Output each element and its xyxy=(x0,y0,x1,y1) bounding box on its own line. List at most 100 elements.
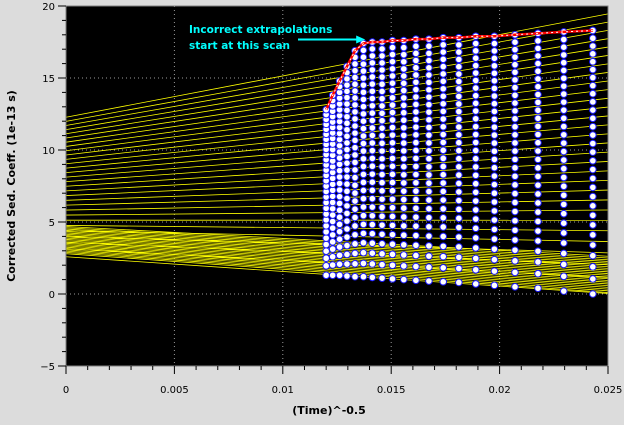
data-point xyxy=(511,122,519,131)
y-tick-label: 20 xyxy=(42,2,55,13)
data-point xyxy=(589,156,597,165)
data-point xyxy=(589,57,597,66)
data-point xyxy=(388,186,397,195)
x-tick-label: 0.01 xyxy=(272,385,294,396)
data-point xyxy=(490,131,499,139)
data-point xyxy=(351,240,359,248)
data-point xyxy=(471,280,480,288)
fit-line xyxy=(65,29,609,126)
data-point xyxy=(490,267,499,275)
data-point xyxy=(471,39,480,48)
x-tick-label: 0.02 xyxy=(488,385,510,396)
data-point xyxy=(359,211,368,220)
data-point xyxy=(490,163,499,172)
data-point xyxy=(455,62,463,71)
data-point xyxy=(455,179,463,188)
data-point xyxy=(388,230,397,239)
data-point xyxy=(559,173,568,182)
data-point xyxy=(388,275,397,283)
data-point xyxy=(425,187,433,196)
data-point xyxy=(343,145,351,154)
data-point xyxy=(399,275,408,284)
data-point xyxy=(343,217,351,225)
data-point xyxy=(511,53,519,61)
data-point xyxy=(359,117,368,125)
data-point xyxy=(368,87,377,96)
data-point xyxy=(388,170,397,179)
data-point xyxy=(511,268,519,277)
data-point xyxy=(471,265,480,274)
data-point xyxy=(399,222,408,230)
data-point xyxy=(455,163,463,171)
data-point xyxy=(322,262,330,270)
data-point xyxy=(388,43,397,52)
data-point xyxy=(455,55,463,64)
data-point xyxy=(359,88,368,97)
y-tick-label: 5 xyxy=(49,218,55,229)
data-point xyxy=(589,42,597,50)
data-point xyxy=(412,108,420,116)
data-point xyxy=(439,41,448,49)
fit-line xyxy=(65,13,609,118)
data-point xyxy=(534,172,542,181)
data-point xyxy=(471,122,480,131)
data-point xyxy=(335,260,344,268)
data-point xyxy=(589,231,597,239)
data-point xyxy=(439,232,448,241)
data-point xyxy=(343,272,351,280)
data-point xyxy=(343,173,351,181)
data-point xyxy=(378,195,386,203)
data-point xyxy=(343,233,351,241)
fit-line xyxy=(65,250,609,290)
data-point xyxy=(559,43,568,51)
data-point xyxy=(388,138,397,147)
data-point xyxy=(511,226,519,235)
data-point xyxy=(455,85,463,93)
data-point xyxy=(343,202,351,210)
x-tick-label: 0.025 xyxy=(594,385,623,396)
data-point xyxy=(378,147,386,155)
data-point xyxy=(511,45,519,54)
data-point xyxy=(399,241,408,249)
data-point xyxy=(412,93,420,101)
data-point xyxy=(328,217,337,226)
data-point xyxy=(368,203,377,211)
data-point xyxy=(412,131,420,139)
data-point xyxy=(412,178,420,187)
data-point xyxy=(439,205,448,213)
data-point xyxy=(399,108,408,117)
data-point xyxy=(471,244,480,252)
data-point xyxy=(412,187,420,195)
data-point xyxy=(559,122,568,131)
data-point xyxy=(388,65,397,73)
data-point xyxy=(368,101,377,110)
fit-line xyxy=(65,248,609,287)
data-point xyxy=(378,187,386,195)
data-point xyxy=(589,263,597,271)
data-point xyxy=(471,91,480,100)
data-point xyxy=(359,178,368,187)
highlight-series-dashes xyxy=(325,29,593,110)
data-point xyxy=(359,220,368,229)
data-point xyxy=(388,240,397,249)
data-point xyxy=(455,214,463,223)
data-point xyxy=(343,119,351,128)
data-point xyxy=(455,48,463,56)
data-point xyxy=(534,90,542,99)
data-point xyxy=(412,213,420,221)
data-point xyxy=(425,78,433,87)
fit-line xyxy=(65,227,609,259)
data-point xyxy=(471,47,480,55)
data-point xyxy=(589,202,597,210)
data-point xyxy=(368,260,377,268)
plot-frame xyxy=(65,5,609,367)
data-point xyxy=(351,173,359,182)
data-point xyxy=(471,61,480,70)
data-point xyxy=(351,66,359,75)
y-tick-label: 0 xyxy=(49,290,55,301)
data-point xyxy=(412,231,420,240)
data-point xyxy=(412,262,420,271)
data-point xyxy=(439,130,448,139)
data-point xyxy=(534,164,542,172)
data-point xyxy=(471,130,480,139)
